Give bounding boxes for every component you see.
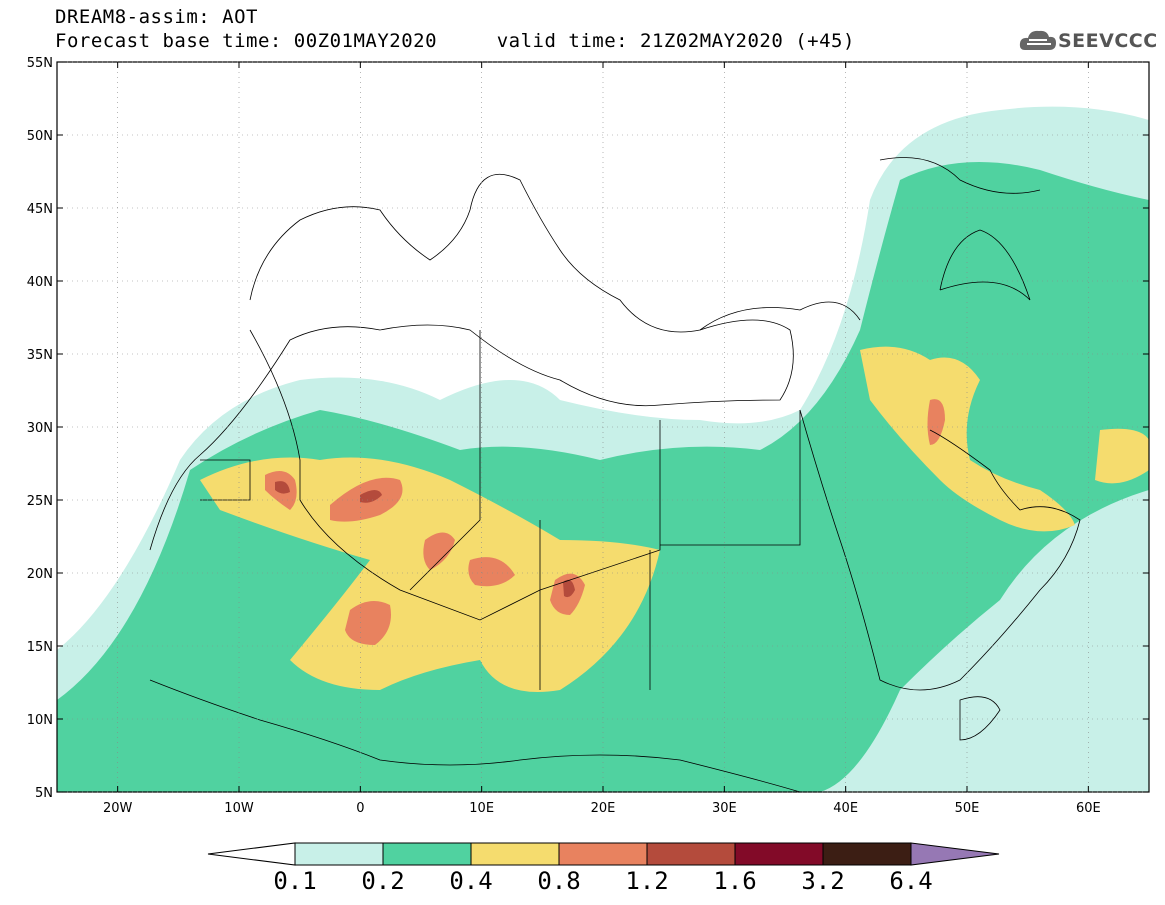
- lon-label: 0: [356, 801, 364, 816]
- colorbar-segment: [470, 842, 560, 866]
- colorbar-label: 0.1: [273, 867, 316, 895]
- coastlines: [149, 157, 1081, 792]
- colorbar-label: 1.6: [713, 867, 756, 895]
- lat-label: 45N: [27, 202, 53, 217]
- colorbar-segment: [558, 842, 648, 866]
- lat-label: 50N: [27, 129, 53, 144]
- aot-band-0.8-g: [927, 399, 945, 445]
- lat-label: 30N: [27, 421, 53, 436]
- colorbar-segment: [822, 842, 912, 866]
- colorbar-label: 1.2: [625, 867, 668, 895]
- aot-band-0.4: [200, 457, 660, 692]
- lat-label: 20N: [27, 567, 53, 582]
- lat-label: 15N: [27, 640, 53, 655]
- lon-label: 10E: [469, 801, 494, 816]
- colorbar-segment: [382, 842, 472, 866]
- longitude-axis: 20W 10W 0 10E 20E 30E 40E 50E 60E: [103, 62, 1101, 816]
- colorbar: 0.1 0.2 0.4 0.8 1.2 1.6 3.2 6.4: [207, 842, 1000, 895]
- aot-band-1.2-a: [275, 481, 290, 494]
- lon-label: 50E: [955, 801, 980, 816]
- aot-band-1.2-c: [563, 579, 575, 598]
- lon-label: 60E: [1076, 801, 1101, 816]
- colorbar-under-triangle: [207, 842, 296, 866]
- lon-label: 40E: [833, 801, 858, 816]
- aot-band-0.8-d: [468, 557, 515, 587]
- lat-label: 55N: [27, 56, 53, 71]
- lat-label: 35N: [27, 348, 53, 363]
- colorbar-label: 0.4: [449, 867, 492, 895]
- aot-band-0.4-gulf: [860, 346, 1075, 532]
- colorbar-segment: [734, 842, 824, 866]
- colorbar-segment: [294, 842, 384, 866]
- colorbar-label: 6.4: [889, 867, 932, 895]
- seevccc-logo-text: SEEVCCC: [1058, 30, 1158, 52]
- colorbar-label: 3.2: [801, 867, 844, 895]
- aot-band-0.8-c: [423, 532, 455, 570]
- lon-label: 30E: [712, 801, 737, 816]
- lat-label: 40N: [27, 275, 53, 290]
- map-title: DREAM8-assim: AOT: [55, 6, 258, 28]
- lat-label: 25N: [27, 494, 53, 509]
- aot-band-1.2-b: [360, 490, 382, 503]
- lon-label: 10W: [224, 801, 254, 816]
- colorbar-over-triangle: [910, 842, 1000, 866]
- colorbar-label: 0.8: [537, 867, 580, 895]
- lon-label: 20W: [103, 801, 133, 816]
- lat-label: 5N: [35, 786, 53, 801]
- colorbar-label: 0.2: [361, 867, 404, 895]
- map-subtitle: Forecast base time: 00Z01MAY2020 valid t…: [55, 30, 855, 52]
- aot-band-0.8-e: [345, 601, 391, 645]
- cloud-logo-icon: [1019, 30, 1056, 50]
- aot-band-0.4-east: [1095, 428, 1149, 484]
- colorbar-segment: [646, 842, 736, 866]
- lon-label: 20E: [591, 801, 616, 816]
- lat-label: 10N: [27, 713, 53, 728]
